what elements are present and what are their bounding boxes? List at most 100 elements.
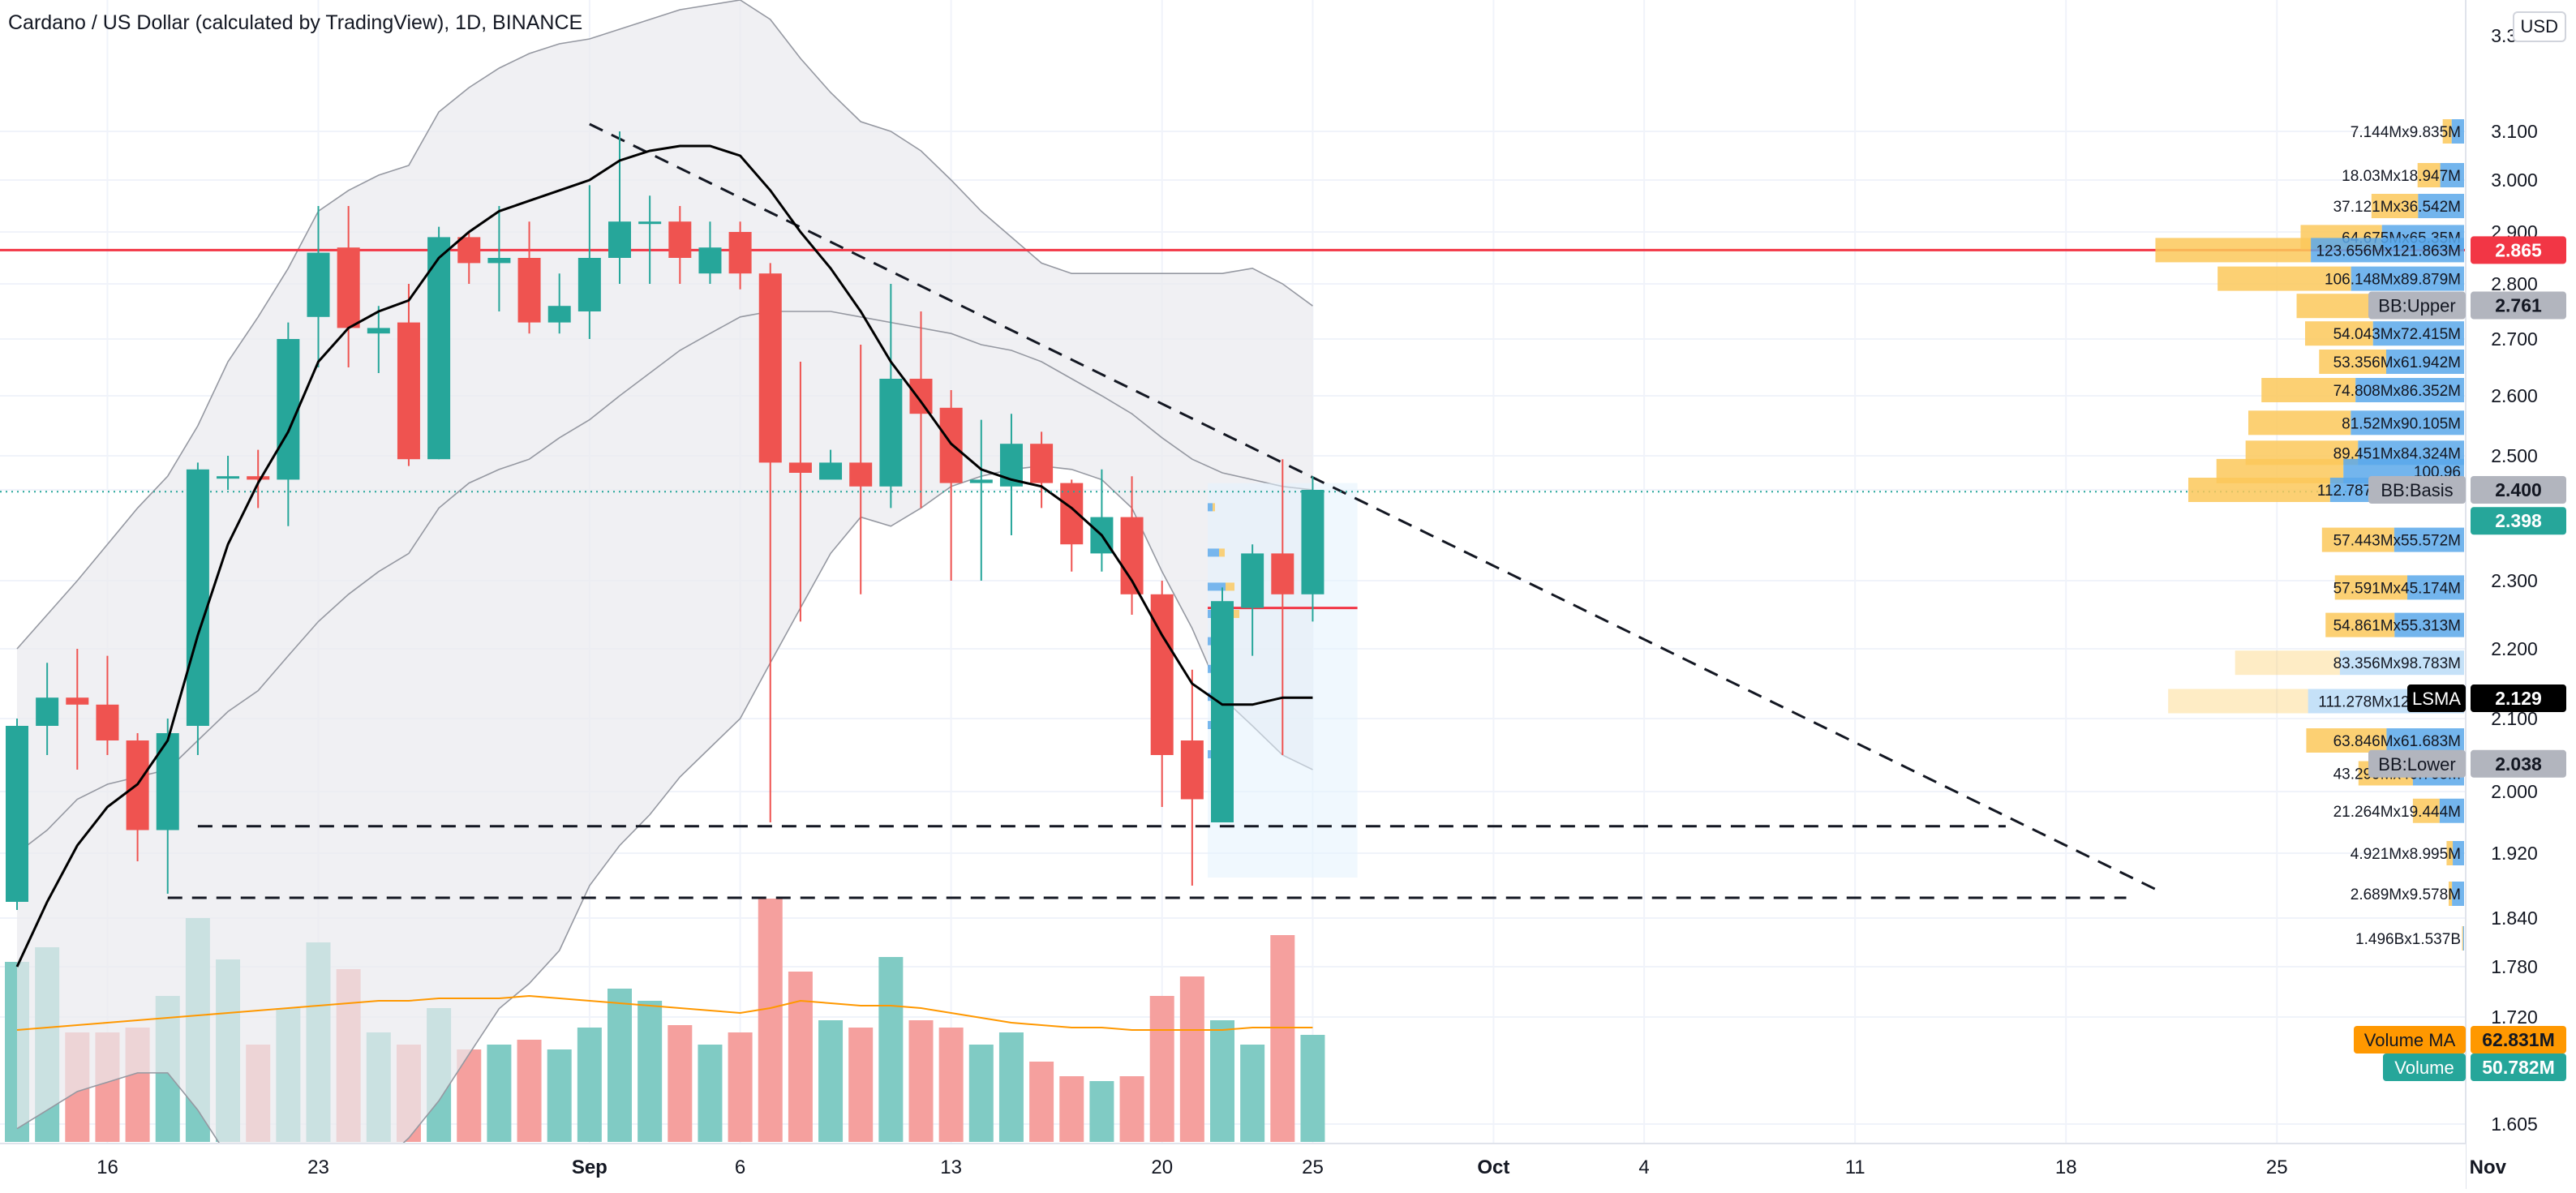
y-tick-label: 2.600 — [2491, 385, 2538, 406]
volume-bar — [1029, 1062, 1054, 1142]
volume-profile-down — [2385, 350, 2464, 374]
volume-profile-up — [2155, 238, 2312, 263]
price-label-badge — [2471, 507, 2566, 535]
currency-badge[interactable]: USD — [2512, 11, 2566, 42]
volume-profile-down — [2406, 575, 2464, 600]
candle-body — [457, 237, 481, 264]
volume-profile-up — [2448, 882, 2453, 906]
candle-body — [608, 221, 631, 258]
volume-profile-down — [2453, 841, 2464, 865]
volume-profile-down — [2439, 798, 2464, 823]
candle-body — [849, 462, 873, 487]
price-label-value: 2.761 — [2495, 295, 2542, 316]
volume-profile-label: 18.03Mx18.947M — [2342, 168, 2461, 185]
candle-body — [758, 273, 782, 463]
volume-bar — [728, 1032, 753, 1142]
volume-profile-up — [2304, 321, 2373, 346]
candle-body — [909, 379, 933, 414]
price-label-name-badge — [2368, 291, 2466, 320]
chart-title: Cardano / US Dollar (calculated by Tradi… — [8, 11, 583, 34]
volume-profile-label: 1.496Bx1.537B — [2355, 931, 2461, 948]
volume-bar — [1210, 1020, 1234, 1142]
volume-profile-up — [2248, 410, 2351, 436]
price-label-value: 2.400 — [2495, 479, 2542, 500]
y-tick-label: 3.000 — [2491, 170, 2538, 191]
mini-profile-row — [1229, 610, 1239, 618]
volume-label-badge — [2471, 1026, 2566, 1054]
volume-profile-up — [2334, 575, 2407, 600]
x-tick-label: 6 — [735, 1157, 745, 1178]
candle-body — [367, 328, 390, 334]
volume-bar — [878, 957, 904, 1142]
volume-label-name-badge — [2383, 1054, 2466, 1081]
x-tick-label: 18 — [2055, 1157, 2077, 1178]
volume-profile-up — [2446, 841, 2454, 865]
volume-profile-up — [2325, 612, 2395, 637]
volume-bar — [758, 899, 783, 1142]
candle-body — [1211, 601, 1234, 822]
candle-body — [788, 462, 812, 473]
volume-profile-up — [2442, 119, 2452, 144]
volume-bar — [698, 1045, 723, 1142]
volume-profile-up — [2321, 527, 2394, 552]
candle-body — [819, 462, 843, 480]
candle-body — [36, 697, 59, 726]
price-label-name: BB:Lower — [2378, 754, 2455, 775]
y-tick-label: 2.700 — [2491, 328, 2538, 350]
volume-profile-down — [2386, 728, 2464, 753]
mini-profile-row — [1208, 750, 1213, 758]
candle-body — [939, 407, 963, 483]
bollinger-upper-line — [16, 0, 1313, 650]
volume-profile-up — [2168, 689, 2308, 714]
y-tick-label: 1.720 — [2491, 1006, 2538, 1028]
bollinger-basis-line — [16, 311, 1313, 854]
volume-profile-label: 53.356Mx61.942M — [2333, 354, 2461, 371]
volume-profile-label: 54.861Mx55.313M — [2333, 618, 2461, 635]
candle-body — [1301, 490, 1324, 594]
volume-bar — [908, 1020, 934, 1142]
volume-bar — [517, 1040, 542, 1142]
candle-body — [6, 726, 28, 902]
volume-profile-up — [2371, 194, 2419, 218]
volume-bar — [1149, 996, 1174, 1142]
volume-bar — [577, 1028, 602, 1142]
y-tick-label: 1.840 — [2491, 908, 2538, 929]
volume-profile-up — [2417, 163, 2441, 187]
candle-body — [879, 379, 903, 487]
volume-label-name: Volume — [2394, 1058, 2454, 1078]
volume-bar — [848, 1028, 874, 1142]
candle-body — [186, 469, 209, 726]
price-label-name: BB:Upper — [2378, 296, 2455, 316]
volume-profile-up — [2462, 926, 2463, 951]
volume-profile-label: 21.264Mx19.444M — [2333, 804, 2461, 821]
volume-label-name-badge — [2354, 1026, 2466, 1054]
volume-profile-up — [2188, 478, 2330, 502]
candle-body — [698, 247, 722, 274]
mini-profile-row — [1208, 582, 1226, 591]
candle-body — [1241, 553, 1264, 608]
volume-bar — [487, 1045, 512, 1142]
volume-bar — [1270, 935, 1295, 1142]
y-tick-label: 1.780 — [2491, 956, 2538, 977]
volume-bar — [968, 1045, 994, 1142]
volume-profile-down — [2351, 266, 2464, 291]
candle-body — [728, 232, 752, 274]
price-label-value: 2.865 — [2495, 239, 2542, 260]
volume-profile-label: 63.846Mx61.683M — [2333, 733, 2461, 750]
volume-profile-label: 57.591Mx45.174M — [2333, 580, 2461, 597]
volume-bar — [1059, 1076, 1084, 1142]
x-tick-label: 13 — [940, 1157, 962, 1178]
price-label-name-badge — [2368, 476, 2466, 504]
volume-bar — [1240, 1045, 1265, 1142]
volume-profile-up — [2306, 728, 2387, 753]
x-tick-label: 4 — [1638, 1157, 1649, 1178]
volume-profile-label: 7.144Mx9.835M — [2351, 124, 2461, 141]
y-tick-label: 2.300 — [2491, 570, 2538, 591]
price-label-name-badge — [2368, 749, 2466, 778]
volume-profile-up — [2235, 650, 2340, 676]
volume-label-value: 62.831M — [2482, 1029, 2555, 1050]
candle-body — [247, 476, 270, 480]
mini-profile-row — [1226, 582, 1234, 591]
